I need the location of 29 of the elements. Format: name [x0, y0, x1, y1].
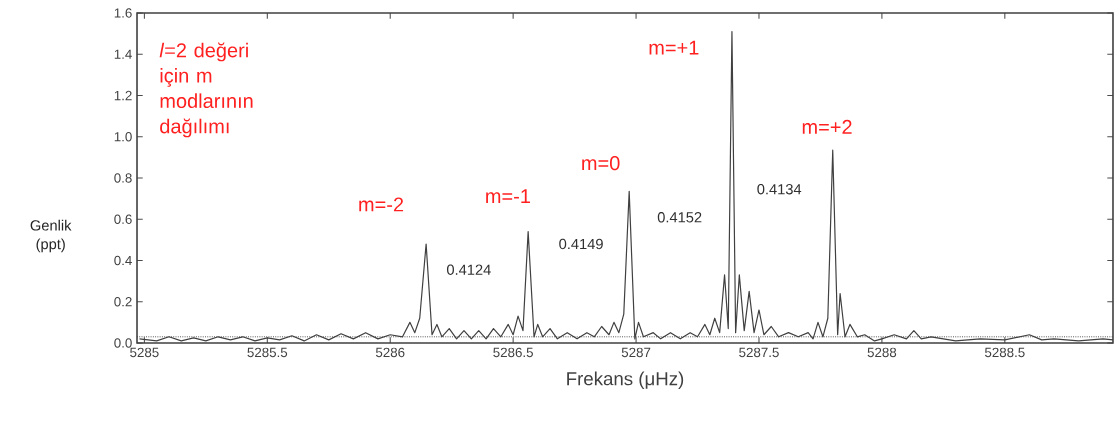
y-tick-label: 1.6	[114, 8, 132, 18]
annotation: l=2 değeri için m modlarının dağılımı	[159, 42, 253, 138]
y-tick-label: 0.6	[114, 214, 132, 224]
annotation: 0.4152	[657, 212, 702, 223]
y-tick-label: 0.4	[114, 255, 132, 266]
x-tick-label: 5287	[621, 347, 651, 358]
y-tick-label: 1.2	[114, 90, 132, 101]
annotation: 0.4124	[446, 264, 491, 275]
y-tick-label: 1.4	[114, 49, 132, 59]
y-tick-label: 0.0	[114, 338, 132, 348]
annotation: 0.4134	[757, 184, 802, 195]
x-axis-title: Frekans (μHz)	[567, 371, 684, 390]
annotation: m=+1	[649, 40, 699, 55]
annotation: 0.4149	[559, 238, 603, 250]
annotation: m=-2	[359, 197, 404, 212]
y-tick-label: 0.8	[114, 173, 132, 183]
annotation: m=0	[582, 156, 620, 171]
x-tick-label: 5288.5	[984, 347, 1025, 358]
annotation: m=+2	[802, 119, 852, 134]
x-tick-label: 5286.5	[493, 347, 533, 358]
y-tick-label: 1.0	[114, 132, 132, 142]
x-tick-label: 5286	[375, 347, 405, 358]
x-tick-label: 5285	[130, 347, 159, 358]
x-tick-label: 5285.5	[247, 347, 288, 358]
x-tick-label: 5288	[867, 347, 897, 358]
x-tick-label: 5287.5	[739, 347, 779, 358]
y-tick-label: 0.2	[114, 297, 132, 307]
annotation: m=-1	[486, 189, 530, 204]
y-axis-title: Genlik (ppt)	[30, 219, 72, 253]
